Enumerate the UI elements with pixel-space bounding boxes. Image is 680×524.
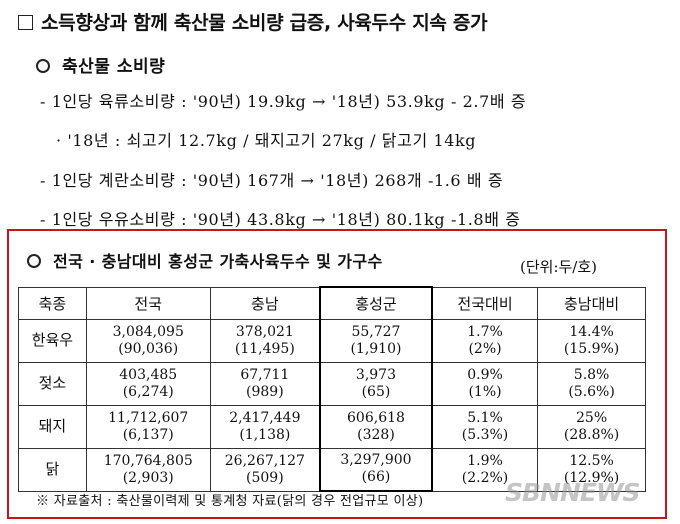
chungnam-cell: 67,711 (989) [209, 361, 321, 406]
vs-national-cell: 1.9% (2.2%) [431, 447, 539, 492]
section-title-consumption-text: 축산물 소비량 [62, 57, 166, 77]
hongseong-households: (65) [361, 383, 391, 400]
hongseong-value: 3,973 [355, 366, 397, 383]
national-households: (90,036) [118, 340, 179, 357]
vs-chungnam-households: (5.6%) [568, 383, 615, 400]
national-cell: 170,764,805 (2,903) [85, 447, 211, 492]
livestock-table: 축종 전국 충남 홍성군 전국대비 충남대비 한육우 3,084,095 (90,… [18, 286, 646, 492]
livestock-table-frame [7, 229, 667, 519]
chungnam-value: 2,417,449 [229, 409, 301, 426]
national-value: 403,485 [119, 366, 178, 383]
vs-national-cell: 1.7% (2%) [431, 318, 539, 363]
hongseong-cell: 606,618 (328) [319, 404, 433, 449]
vs-national-value: 1.7% [467, 323, 503, 340]
header-vs-chungnam: 충남대비 [537, 286, 646, 320]
page-heading: 소득향상과 함께 축산물 소비량 급증, 사육두수 지속 증가 [18, 8, 488, 35]
national-value: 170,764,805 [103, 452, 193, 469]
vs-national-households: (5.3%) [461, 426, 509, 443]
meat-breakdown-line: · '18년 : 쇠고기 12.7kg / 돼지고기 27kg / 닭고기 14… [56, 131, 477, 150]
vs-national-value: 0.9% [467, 366, 503, 383]
vs-national-households: (2.2%) [461, 469, 509, 486]
chungnam-cell: 378,021 (11,495) [209, 318, 321, 363]
table-header-row: 축종 전국 충남 홍성군 전국대비 충남대비 [18, 286, 646, 320]
kind-cell: 젖소 [18, 361, 87, 406]
vs-chungnam-value: 14.4% [569, 323, 614, 340]
table-row: 젖소 403,485 (6,274) 67,711 (989) 3,973 (65) … [18, 361, 646, 406]
table-row: 한육우 3,084,095 (90,036) 378,021 (11,495) 55… [18, 318, 646, 363]
national-households: (2,903) [122, 469, 174, 486]
chungnam-value: 26,267,127 [224, 452, 305, 469]
chungnam-households: (11,495) [234, 340, 295, 357]
vs-chungnam-cell: 25% (28.8%) [537, 404, 646, 449]
table-row: 돼지 11,712,607 (6,137) 2,417,449 (1,138) 60… [18, 404, 646, 449]
vs-chungnam-value: 5.8% [573, 366, 610, 383]
national-households: (6,137) [122, 426, 174, 443]
hongseong-households: (66) [361, 469, 391, 486]
circle-bullet-icon [36, 59, 50, 73]
egg-consumption-line: - 1인당 계란소비량 : '90년) 167개 → '18년) 268개 -1… [40, 171, 504, 190]
chungnam-cell: 26,267,127 (509) [209, 447, 321, 492]
hongseong-value: 606,618 [347, 409, 405, 426]
watermark: SBNNEWS [505, 478, 641, 507]
hongseong-value: 55,727 [351, 323, 401, 340]
source-note: ※ 자료출처 : 축산물이력제 및 통계청 자료(닭의 경우 전업규모 이상) [36, 494, 424, 509]
circle-bullet-icon [27, 254, 41, 268]
national-households: (6,274) [122, 383, 174, 400]
vs-national-cell: 0.9% (1%) [431, 361, 539, 406]
vs-national-households: (2%) [468, 340, 502, 357]
table-row: 닭 170,764,805 (2,903) 26,267,127 (509) 3,2… [18, 447, 646, 492]
checkbox-square-icon [18, 15, 33, 30]
kind-cell: 한육우 [18, 318, 87, 363]
chungnam-households: (509) [246, 469, 284, 486]
section-title-livestock-text: 전국 · 충남대비 홍성군 가축사육두수 및 가구수 [53, 252, 383, 271]
chungnam-households: (989) [246, 383, 284, 400]
page-heading-text: 소득향상과 함께 축산물 소비량 급증, 사육두수 지속 증가 [41, 12, 488, 34]
vs-national-cell: 5.1% (5.3%) [431, 404, 539, 449]
meat-consumption-line: - 1인당 육류소비량 : '90년) 19.9kg → '18년) 53.9k… [40, 92, 527, 111]
vs-chungnam-value: 12.5% [569, 452, 614, 469]
kind-cell: 돼지 [18, 404, 87, 449]
chungnam-value: 378,021 [235, 323, 294, 340]
vs-chungnam-value: 25% [576, 409, 608, 426]
hongseong-value: 3,297,900 [340, 452, 412, 469]
vs-national-value: 5.1% [467, 409, 503, 426]
vs-chungnam-cell: 5.8% (5.6%) [537, 361, 646, 406]
milk-consumption-line: - 1인당 우유소비량 : '90년) 43.8kg → '18년) 80.1k… [40, 210, 521, 229]
hongseong-cell: 3,297,900 (66) [319, 447, 433, 492]
national-value: 11,712,607 [108, 409, 189, 426]
hongseong-households: (328) [357, 426, 395, 443]
vs-chungnam-households: (12.9%) [563, 469, 620, 486]
vs-chungnam-cell: 12.5% (12.9%) [537, 447, 646, 492]
vs-national-households: (1%) [468, 383, 502, 400]
header-hongseong: 홍성군 [319, 286, 433, 320]
hongseong-cell: 55,727 (1,910) [319, 318, 433, 363]
vs-chungnam-households: (28.8%) [563, 426, 620, 443]
vs-national-value: 1.9% [467, 452, 503, 469]
national-cell: 403,485 (6,274) [85, 361, 211, 406]
header-national: 전국 [85, 286, 211, 320]
chungnam-cell: 2,417,449 (1,138) [209, 404, 321, 449]
vs-chungnam-cell: 14.4% (15.9%) [537, 318, 646, 363]
section-title-consumption: 축산물 소비량 [36, 52, 165, 77]
hongseong-cell: 3,973 (65) [319, 361, 433, 406]
vs-chungnam-households: (15.9%) [563, 340, 620, 357]
chungnam-value: 67,711 [240, 366, 290, 383]
chungnam-households: (1,138) [239, 426, 291, 443]
kind-cell: 닭 [18, 447, 87, 492]
header-chungnam: 충남 [209, 286, 321, 320]
unit-label: (단위:두/호) [520, 258, 598, 276]
hongseong-households: (1,910) [350, 340, 402, 357]
header-kind: 축종 [18, 286, 87, 320]
national-cell: 3,084,095 (90,036) [85, 318, 211, 363]
national-value: 3,084,095 [112, 323, 184, 340]
national-cell: 11,712,607 (6,137) [85, 404, 211, 449]
section-title-livestock: 전국 · 충남대비 홍성군 가축사육두수 및 가구수 [27, 248, 383, 272]
header-vs-national: 전국대비 [431, 286, 539, 320]
